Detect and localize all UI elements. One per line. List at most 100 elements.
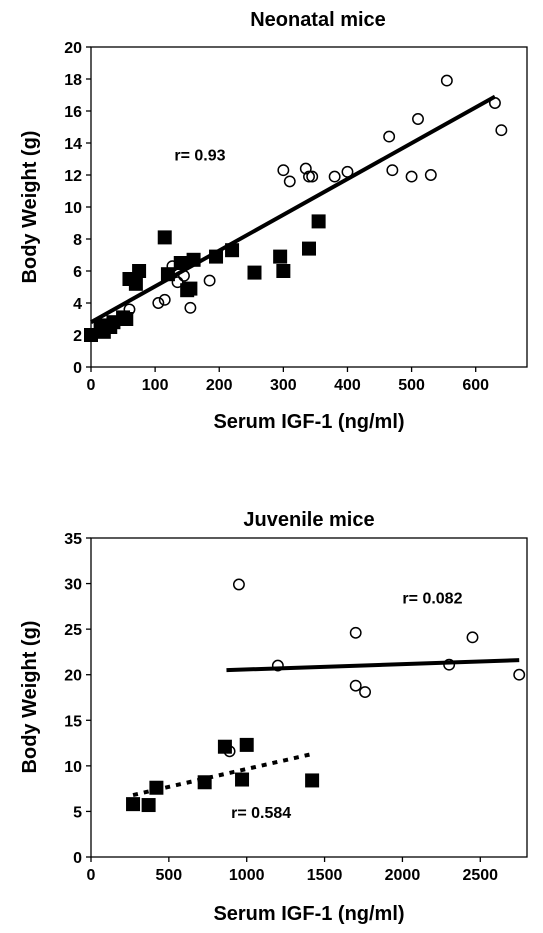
neonatal-open-circle-point [178, 269, 190, 282]
juvenile-filled-square-point [141, 798, 156, 813]
neonatal-filled-square-point [302, 241, 316, 256]
neonatal-chart-title: Neonatal mice [250, 9, 386, 31]
juvenile-y-tick-label: 10 [64, 759, 82, 776]
juvenile-open-circle-point [466, 631, 479, 644]
juvenile-filled-square-point [217, 739, 232, 754]
juvenile-x-tick-label: 2000 [385, 867, 421, 884]
juvenile-filled-square-point [305, 773, 320, 788]
juvenile-filled-square-point [235, 772, 250, 787]
neonatal-x-tick-label: 100 [142, 377, 169, 394]
neonatal-plot-frame [90, 46, 528, 368]
neonatal-chart: Neonatal mice 0 100 200 300 400 500 600 0 2 4 6 8 10… [19, 9, 528, 433]
neonatal-y-axis-title: Body Weight (g) [19, 131, 41, 284]
neonatal-open-circle-point [299, 162, 312, 175]
neonatal-open-circle-point [152, 297, 165, 309]
neonatal-y-tick-label: 18 [64, 72, 82, 89]
neonatal-open-circle-point [303, 170, 315, 183]
neonatal-filled-square-point [225, 243, 240, 258]
neonatal-open-circle-point [383, 130, 396, 143]
neonatal-open-circle-point [203, 274, 216, 287]
neonatal-filled-square-point [160, 267, 175, 282]
juvenile-y-tick-label: 20 [64, 668, 82, 685]
juvenile-y-axis-title: Body Weight (g) [19, 621, 41, 774]
neonatal-y-tick-label: 10 [64, 200, 82, 217]
neonatal-y-tick-label: 20 [64, 40, 82, 57]
neonatal-filled-square-point [119, 312, 134, 326]
neonatal-open-circle-point [386, 164, 399, 177]
neonatal-y-tick-label: 14 [64, 136, 82, 153]
juvenile-chart-title: Juvenile mice [243, 509, 374, 531]
juvenile-filled-square-point [149, 780, 164, 795]
juvenile-filled-square-point [126, 797, 141, 812]
juvenile-x-tick-label: 500 [156, 867, 183, 884]
neonatal-y-tick-label: 16 [64, 104, 82, 121]
neonatal-open-circle-point [405, 170, 418, 183]
juvenile-data-points [126, 578, 526, 813]
neonatal-y-tick-label: 4 [73, 296, 82, 313]
juvenile-open-circle-point [359, 686, 372, 698]
juvenile-x-axis-title: Serum IGF-1 (ng/ml) [213, 903, 404, 925]
neonatal-x-tick-label: 300 [270, 377, 297, 394]
juvenile-x-tick-label: 0 [87, 867, 96, 884]
neonatal-x-tick-label: 500 [398, 377, 425, 394]
juvenile-filled-square-point [197, 775, 212, 790]
neonatal-y-tick-label: 8 [73, 232, 82, 249]
juvenile-open-circle-point [349, 679, 362, 692]
neonatal-filled-square-point [311, 214, 326, 229]
juvenile-r-annotation-upper: r= 0.082 [402, 591, 462, 608]
neonatal-open-circle-point [440, 74, 453, 87]
neonatal-circle-fit-line [90, 94, 496, 324]
juvenile-x-tick-label: 2500 [462, 867, 498, 884]
neonatal-filled-square-point [173, 256, 188, 270]
juvenile-y-tick-label: 35 [64, 531, 82, 548]
neonatal-filled-square-point [273, 249, 288, 264]
neonatal-open-circle-point [171, 276, 184, 289]
juvenile-filled-square-point [239, 737, 254, 752]
neonatal-x-axis-title: Serum IGF-1 (ng/ml) [213, 411, 404, 433]
neonatal-filled-square-point [247, 265, 262, 280]
neonatal-filled-square-point [132, 264, 147, 278]
neonatal-r-annotation: r= 0.93 [174, 148, 225, 165]
neonatal-x-tick-label: 200 [206, 377, 233, 394]
neonatal-filled-square-point [276, 264, 291, 278]
neonatal-open-circle-point [328, 170, 341, 183]
juvenile-r-annotation-lower: r= 0.584 [231, 805, 291, 822]
neonatal-open-circle-point [495, 124, 508, 137]
juvenile-y-tick-label: 5 [73, 804, 82, 821]
juvenile-y-tick-label: 30 [64, 577, 82, 594]
neonatal-y-tick-label: 2 [73, 328, 82, 345]
juvenile-y-tick-label: 25 [64, 622, 82, 639]
neonatal-filled-square-point [128, 276, 143, 291]
neonatal-x-tick-label: 0 [87, 377, 96, 394]
juvenile-y-tick-label: 0 [73, 850, 82, 867]
neonatal-y-tick-label: 12 [64, 168, 82, 185]
juvenile-open-circle-point [513, 668, 526, 681]
neonatal-open-circle-point [306, 170, 319, 183]
neonatal-open-circle-point [277, 164, 290, 177]
neonatal-filled-square-point [209, 249, 224, 264]
neonatal-open-circle-point [488, 97, 501, 109]
juvenile-open-circle-point [349, 626, 362, 639]
neonatal-open-circle-point [341, 165, 354, 178]
juvenile-y-tick-label: 15 [64, 713, 82, 730]
neonatal-data-points [84, 74, 508, 342]
neonatal-open-circle-point [283, 175, 296, 188]
neonatal-open-circle-point [412, 113, 424, 125]
juvenile-chart: Juvenile mice 0 500 1000 1500 2000 2500 0 5 10 15… [19, 509, 528, 925]
neonatal-filled-square-point [157, 230, 172, 245]
juvenile-open-circle-point [443, 658, 456, 671]
juvenile-open-circle-point [232, 578, 245, 591]
neonatal-open-circle-point [424, 169, 437, 181]
juvenile-x-tick-label: 1500 [307, 867, 343, 884]
neonatal-ticks: 0 100 200 300 400 500 600 0 2 4 6 8 10 12 14 16 18 20 [64, 40, 489, 394]
neonatal-x-tick-label: 600 [462, 377, 489, 394]
neonatal-y-tick-label: 6 [73, 264, 82, 281]
juvenile-ticks: 0 500 1000 1500 2000 2500 0 5 10 15 20 25 30 35 [64, 531, 498, 884]
neonatal-y-tick-label: 0 [73, 360, 82, 377]
neonatal-open-circle-point [184, 301, 197, 314]
juvenile-square-fit-line [132, 752, 313, 797]
neonatal-filled-square-point [186, 252, 201, 267]
juvenile-x-tick-label: 1000 [229, 867, 265, 884]
juvenile-plot-frame [90, 537, 528, 858]
